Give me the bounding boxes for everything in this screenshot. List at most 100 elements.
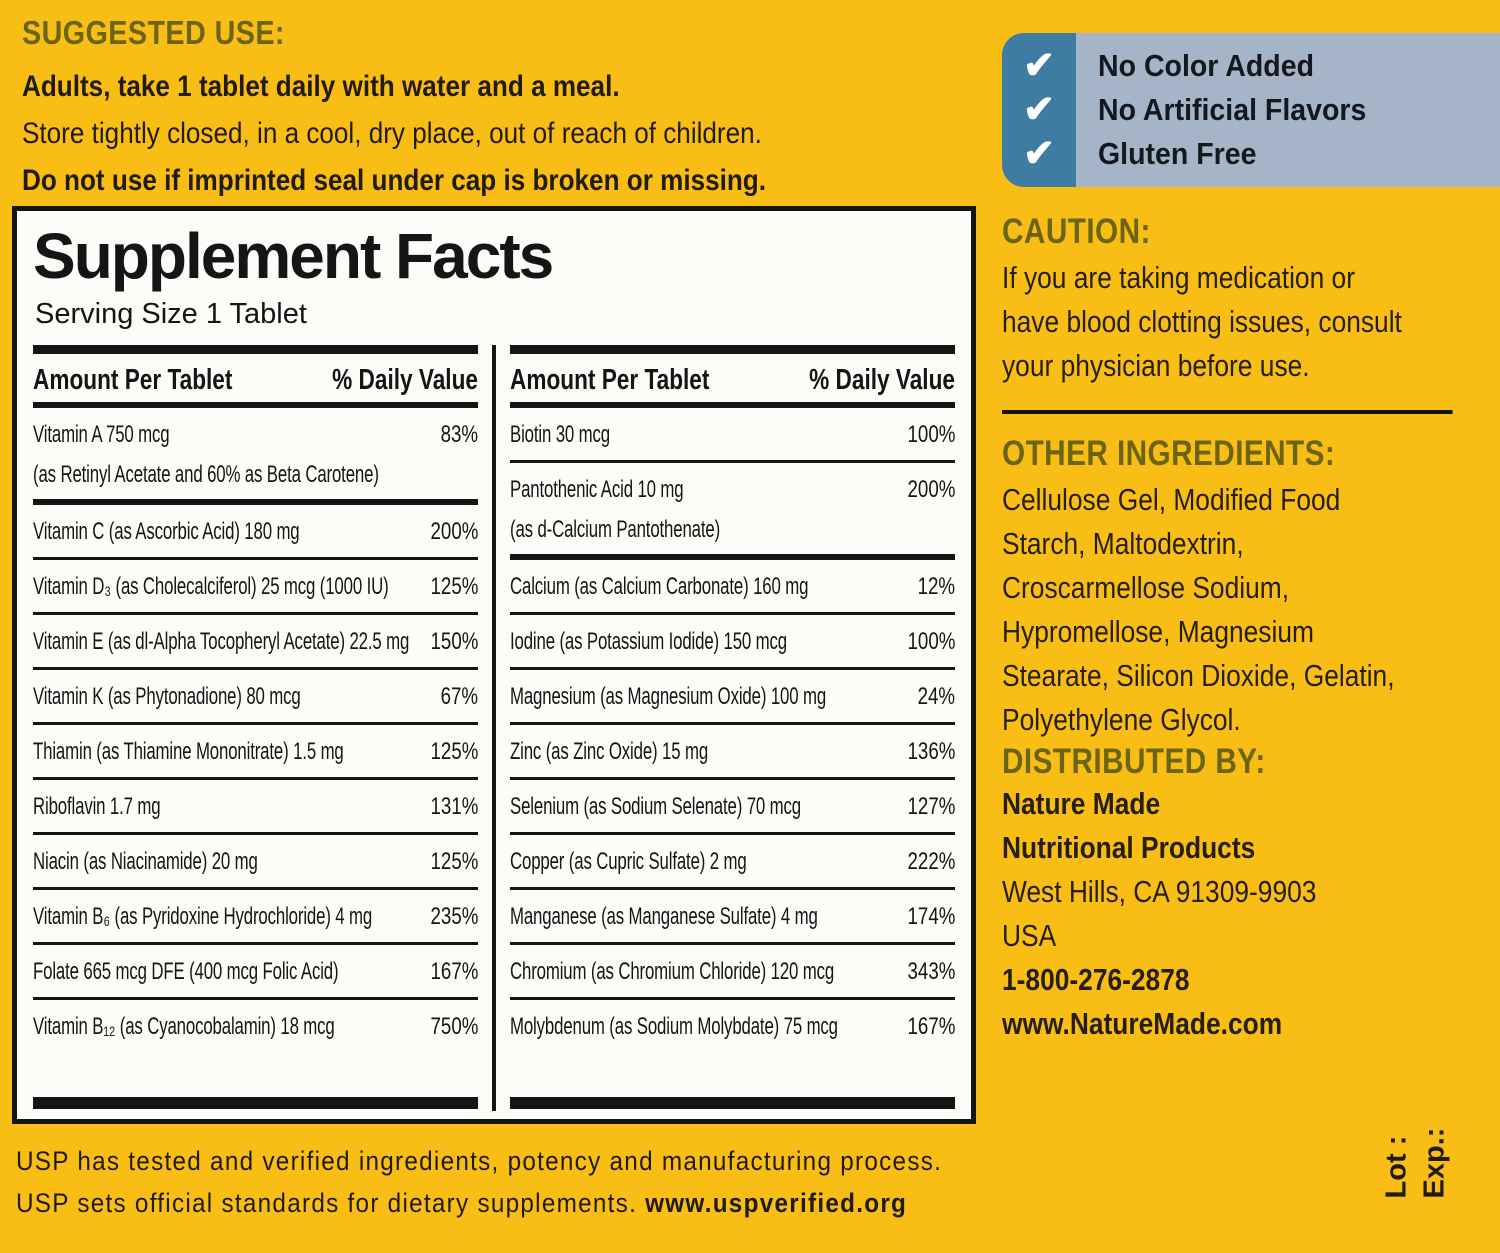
- distributor-country: USA: [1002, 918, 1057, 953]
- row-zinc: Zinc (as Zinc Oxide) 15 mg 136%: [510, 725, 955, 781]
- nutrient-dv: 750%: [430, 1013, 478, 1041]
- row-iodine: Iodine (as Potassium Iodide) 150 mcg 100…: [510, 615, 955, 671]
- suggested-use-section: SUGGESTED USE: Adults, take 1 tablet dai…: [22, 14, 766, 211]
- nutrient-source: (as d-Calcium Pantothenate): [510, 516, 721, 544]
- nutrient-name: Folate 665 mcg DFE (400 mcg Folic Acid): [33, 958, 339, 986]
- facts-column-header: Amount Per Tablet % Daily Value: [510, 354, 955, 402]
- claims-badge-box: ✔ ✔ ✔ No Color Added No Artificial Flavo…: [1002, 33, 1500, 187]
- exp-label: Exp.:: [1418, 1127, 1450, 1199]
- row-vitamin-k: Vitamin K (as Phytonadione) 80 mcg 67%: [33, 670, 478, 726]
- usp-statement: USP has tested and verified ingredients,…: [16, 1140, 942, 1224]
- nutrient-name: Biotin 30 mcg: [510, 421, 610, 449]
- nutrient-name: Vitamin E (as dl-Alpha Tocopheryl Acetat…: [33, 628, 410, 656]
- row-calcium: Calcium (as Calcium Carbonate) 160 mg 12…: [510, 560, 955, 616]
- rule-medium: [33, 402, 478, 409]
- row-pantothenic-acid: Pantothenic Acid 10 mg 200% (as d-Calciu…: [510, 463, 955, 561]
- nutrient-name: Copper (as Cupric Sulfate) 2 mg: [510, 848, 747, 876]
- badge-no-color-added: No Color Added: [1098, 48, 1314, 83]
- distributor-website: www.NatureMade.com: [1002, 1006, 1283, 1041]
- supplement-facts-panel: Supplement Facts Serving Size 1 Tablet A…: [12, 206, 976, 1124]
- nutrient-dv: 125%: [430, 573, 478, 601]
- rule-thick: [510, 345, 955, 355]
- other-ingredients-section: OTHER INGREDIENTS: Cellulose Gel, Modifi…: [1002, 434, 1478, 742]
- nutrient-dv: 131%: [430, 793, 478, 821]
- suggested-use-heading: SUGGESTED USE:: [22, 14, 285, 51]
- other-ingredients-heading: OTHER INGREDIENTS:: [1002, 434, 1336, 473]
- nutrient-dv: 127%: [907, 793, 955, 821]
- nutrient-name: Manganese (as Manganese Sulfate) 4 mg: [510, 903, 818, 931]
- row-thiamin: Thiamin (as Thiamine Mononitrate) 1.5 mg…: [33, 725, 478, 781]
- nutrient-dv: 67%: [440, 683, 478, 711]
- caution-heading: CAUTION:: [1002, 212, 1151, 251]
- row-folate: Folate 665 mcg DFE (400 mcg Folic Acid) …: [33, 945, 478, 1001]
- nutrient-name: Pantothenic Acid 10 mg: [510, 476, 684, 504]
- ingredients-line: Stearate, Silicon Dioxide, Gelatin,: [1002, 658, 1395, 693]
- nutrient-dv: 24%: [917, 683, 955, 711]
- rule-bottom: [510, 1097, 955, 1109]
- nutrient-name: Vitamin K (as Phytonadione) 80 mcg: [33, 683, 301, 711]
- facts-right-column: Amount Per Tablet % Daily Value Biotin 3…: [510, 345, 955, 1111]
- row-riboflavin: Riboflavin 1.7 mg 131%: [33, 780, 478, 836]
- nutrient-name: Vitamin B₆ (as Pyridoxine Hydrochloride)…: [33, 903, 373, 931]
- nutrient-name: Selenium (as Sodium Selenate) 70 mcg: [510, 793, 801, 821]
- usp-line-2: USP sets official standards for dietary …: [16, 1182, 942, 1224]
- ingredients-line: Cellulose Gel, Modified Food: [1002, 482, 1341, 517]
- facts-left-column: Amount Per Tablet % Daily Value Vitamin …: [33, 345, 478, 1111]
- facts-title: Supplement Facts: [33, 220, 554, 292]
- distributor-address: West Hills, CA 91309-9903: [1002, 874, 1317, 909]
- nutrient-name: Vitamin C (as Ascorbic Acid) 180 mg: [33, 518, 300, 546]
- nutrient-name: Vitamin B₁₂ (as Cyanocobalamin) 18 mcg: [33, 1013, 335, 1041]
- ingredients-line: Polyethylene Glycol.: [1002, 702, 1241, 737]
- header-amount: Amount Per Tablet: [33, 364, 233, 397]
- nutrient-dv: 343%: [907, 958, 955, 986]
- badge-text-column: No Color Added No Artificial Flavors Glu…: [1076, 33, 1390, 187]
- badge-no-artificial-flavors: No Artificial Flavors: [1098, 92, 1367, 127]
- column-divider: [492, 345, 496, 1111]
- header-amount: Amount Per Tablet: [510, 364, 710, 397]
- check-icon: ✔: [1023, 89, 1055, 131]
- ingredients-line: Starch, Maltodextrin,: [1002, 526, 1244, 561]
- distributor-name: Nature Made: [1002, 786, 1161, 821]
- row-vitamin-b12: Vitamin B₁₂ (as Cyanocobalamin) 18 mcg 7…: [33, 1000, 478, 1055]
- rule-bottom: [33, 1097, 478, 1109]
- nutrient-name: Riboflavin 1.7 mg: [33, 793, 161, 821]
- nutrient-name: Chromium (as Chromium Chloride) 120 mcg: [510, 958, 835, 986]
- nutrient-dv: 167%: [430, 958, 478, 986]
- nutrient-name: Molybdenum (as Sodium Molybdate) 75 mcg: [510, 1013, 838, 1041]
- facts-column-header: Amount Per Tablet % Daily Value: [33, 354, 478, 402]
- caution-line: If you are taking medication or: [1002, 260, 1355, 295]
- row-vitamin-e: Vitamin E (as dl-Alpha Tocopheryl Acetat…: [33, 615, 478, 671]
- header-daily-value: % Daily Value: [809, 364, 955, 397]
- ingredients-line: Croscarmellose Sodium,: [1002, 570, 1290, 605]
- row-copper: Copper (as Cupric Sulfate) 2 mg 222%: [510, 835, 955, 891]
- caution-line: have blood clotting issues, consult: [1002, 304, 1402, 339]
- ingredients-line: Hypromellose, Magnesium: [1002, 614, 1314, 649]
- usp-line-1: USP has tested and verified ingredients,…: [16, 1146, 943, 1176]
- nutrient-dv: 83%: [440, 421, 478, 449]
- nutrient-dv: 100%: [907, 421, 955, 449]
- serving-size: Serving Size 1 Tablet: [35, 298, 307, 331]
- nutrient-dv: 174%: [907, 903, 955, 931]
- nutrient-name: Magnesium (as Magnesium Oxide) 100 mg: [510, 683, 827, 711]
- lot-label: Lot :: [1380, 1135, 1412, 1199]
- checkmark-stripe: ✔ ✔ ✔: [1002, 33, 1076, 187]
- row-vitamin-a: Vitamin A 750 mcg 83% (as Retinyl Acetat…: [33, 408, 478, 506]
- nutrient-name: Vitamin A 750 mcg: [33, 421, 170, 449]
- distributor-phone: 1-800-276-2878: [1002, 962, 1190, 997]
- lot-exp-block: Lot : Exp.:: [1330, 1078, 1500, 1248]
- nutrient-name: Zinc (as Zinc Oxide) 15 mg: [510, 738, 709, 766]
- distributed-by-heading: DISTRIBUTED BY:: [1002, 742, 1266, 781]
- rule-medium: [510, 402, 955, 409]
- row-vitamin-d3: Vitamin D₃ (as Cholecalciferol) 25 mcg (…: [33, 560, 478, 616]
- row-manganese: Manganese (as Manganese Sulfate) 4 mg 17…: [510, 890, 955, 946]
- nutrient-dv: 167%: [907, 1013, 955, 1041]
- nutrient-dv: 125%: [430, 738, 478, 766]
- nutrient-source: (as Retinyl Acetate and 60% as Beta Caro…: [33, 461, 379, 489]
- nutrient-dv: 200%: [430, 518, 478, 546]
- nutrient-dv: 222%: [907, 848, 955, 876]
- nutrient-name: Niacin (as Niacinamide) 20 mg: [33, 848, 258, 876]
- caution-line: your physician before use.: [1002, 348, 1310, 383]
- row-niacin: Niacin (as Niacinamide) 20 mg 125%: [33, 835, 478, 891]
- check-icon: ✔: [1023, 133, 1055, 175]
- row-chromium: Chromium (as Chromium Chloride) 120 mcg …: [510, 945, 955, 1001]
